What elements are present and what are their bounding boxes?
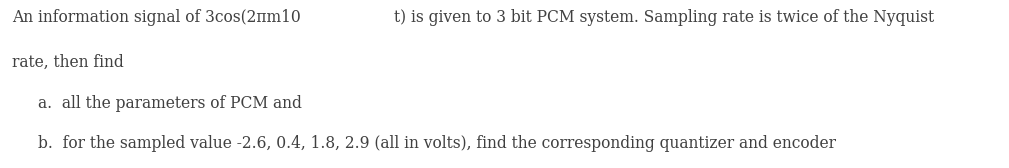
Text: An information signal of 3cos(2πm10: An information signal of 3cos(2πm10 bbox=[12, 9, 301, 26]
Text: a.  all the parameters of PCM and: a. all the parameters of PCM and bbox=[38, 95, 303, 112]
Text: b.  for the sampled value -2.6, 0.4, 1.8, 2.9 (all in volts), find the correspon: b. for the sampled value -2.6, 0.4, 1.8,… bbox=[38, 135, 836, 152]
Text: rate, then find: rate, then find bbox=[12, 54, 124, 71]
Text: t) is given to 3 bit PCM system. Sampling rate is twice of the Nyquist: t) is given to 3 bit PCM system. Samplin… bbox=[394, 9, 933, 26]
